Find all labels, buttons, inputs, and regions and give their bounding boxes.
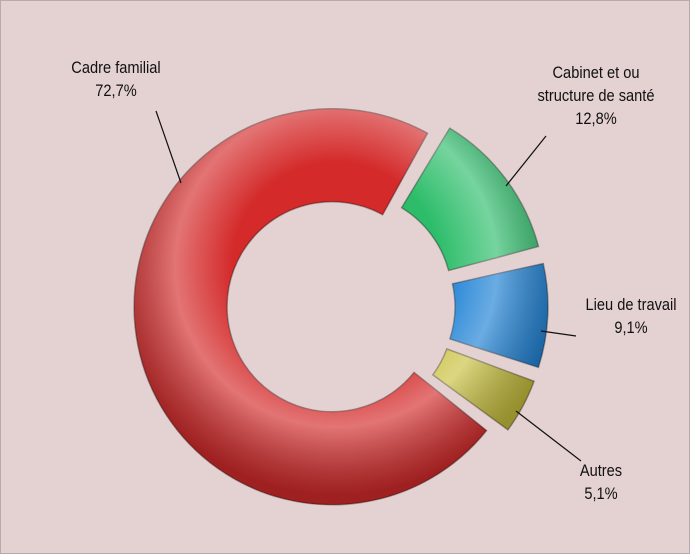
category-label: Cabinet et ou structure de santé xyxy=(537,63,655,105)
category-label: Cadre familial xyxy=(71,58,161,77)
slice-label: Cadre familial 72,7% xyxy=(56,56,176,102)
value-label: 12,8% xyxy=(575,109,617,128)
category-label: Lieu de travail xyxy=(585,295,677,314)
slice-label: Lieu de travail 9,1% xyxy=(571,293,690,339)
category-label: Autres xyxy=(579,461,623,480)
value-label: 72,7% xyxy=(95,81,137,100)
leader-line xyxy=(540,330,577,337)
slice xyxy=(400,127,540,272)
leader-line xyxy=(515,410,582,462)
leader-line xyxy=(155,110,182,184)
slice-label: Cabinet et ou structure de santé 12,8% xyxy=(536,61,656,130)
value-label: 5,1% xyxy=(584,484,618,503)
value-label: 9,1% xyxy=(614,318,648,337)
leader-line xyxy=(505,135,547,187)
slice xyxy=(448,262,549,369)
slice-label: Autres 5,1% xyxy=(541,459,661,505)
